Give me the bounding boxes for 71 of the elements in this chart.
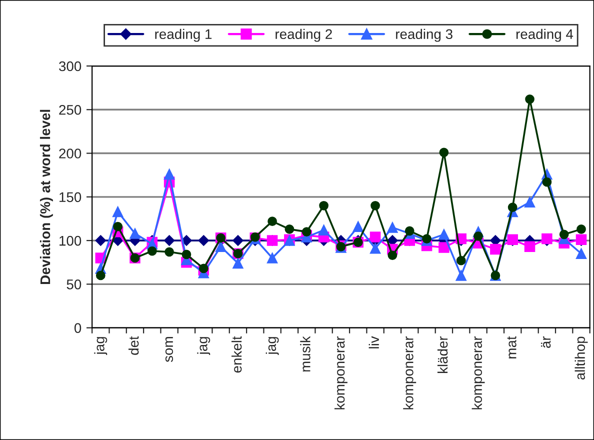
point <box>438 229 450 240</box>
point <box>232 258 244 269</box>
point <box>404 226 414 236</box>
point <box>96 270 106 280</box>
y-axis-title: Deviation (%) at word level <box>40 110 53 284</box>
x-tick-label: jag <box>266 337 279 356</box>
point <box>576 224 586 234</box>
point <box>508 202 518 212</box>
point <box>147 246 157 256</box>
point <box>439 148 449 158</box>
point <box>352 221 364 232</box>
point <box>388 250 398 260</box>
point <box>164 235 175 246</box>
y-tick-label: 100 <box>60 236 82 246</box>
point <box>164 247 174 257</box>
x-tick-label: det <box>128 336 139 355</box>
x-tick-label: jag <box>94 337 108 356</box>
point <box>319 200 328 210</box>
y-tick-label: 50 <box>66 280 82 290</box>
legend-label: reading 3 <box>396 28 452 42</box>
point <box>438 242 450 253</box>
point <box>422 234 432 244</box>
point <box>302 227 312 236</box>
x-tick-label: komponerar <box>403 336 416 410</box>
point <box>112 206 124 218</box>
point <box>164 168 175 180</box>
legend-label: reading 2 <box>276 28 332 42</box>
point <box>559 230 569 240</box>
point <box>525 94 534 104</box>
x-tick-label: enkelt <box>231 336 242 373</box>
y-tick-label: 200 <box>59 148 82 158</box>
y-tick-label: 150 <box>60 192 82 202</box>
point <box>524 241 536 252</box>
point <box>232 235 244 246</box>
y-tick-label: 0 <box>74 323 82 333</box>
y-tick-label: 300 <box>59 61 82 72</box>
x-tick-label: liv <box>368 336 379 348</box>
point <box>456 270 466 281</box>
point <box>198 264 208 274</box>
legend-label: reading 1 <box>155 28 212 42</box>
point <box>268 216 277 226</box>
point <box>95 235 106 246</box>
x-tick-label: alltihop <box>574 336 588 380</box>
x-tick-label: musik <box>300 336 310 372</box>
point <box>318 224 330 236</box>
point <box>182 250 192 260</box>
x-tick-label: mat <box>507 336 516 358</box>
point <box>490 244 501 255</box>
x-tick-label: kläder <box>437 336 448 374</box>
point <box>370 200 380 210</box>
y-tick-label: 250 <box>59 104 82 115</box>
point <box>130 228 140 239</box>
point <box>284 224 294 234</box>
x-tick-label: är <box>541 336 551 348</box>
x-tick-label: som <box>165 337 174 362</box>
x-tick-label: komponerar <box>472 336 485 410</box>
point <box>474 231 483 241</box>
point <box>576 248 587 260</box>
point <box>456 256 466 266</box>
point <box>266 252 278 264</box>
x-tick-label: jag <box>197 337 210 356</box>
point <box>113 222 123 232</box>
point <box>198 235 210 246</box>
point <box>387 222 398 233</box>
point <box>370 232 381 242</box>
point <box>524 196 536 208</box>
point <box>542 177 552 187</box>
legend-label: reading 4 <box>516 28 574 42</box>
x-tick-label: komponerar <box>334 336 348 410</box>
point <box>215 241 226 252</box>
point <box>370 243 381 254</box>
